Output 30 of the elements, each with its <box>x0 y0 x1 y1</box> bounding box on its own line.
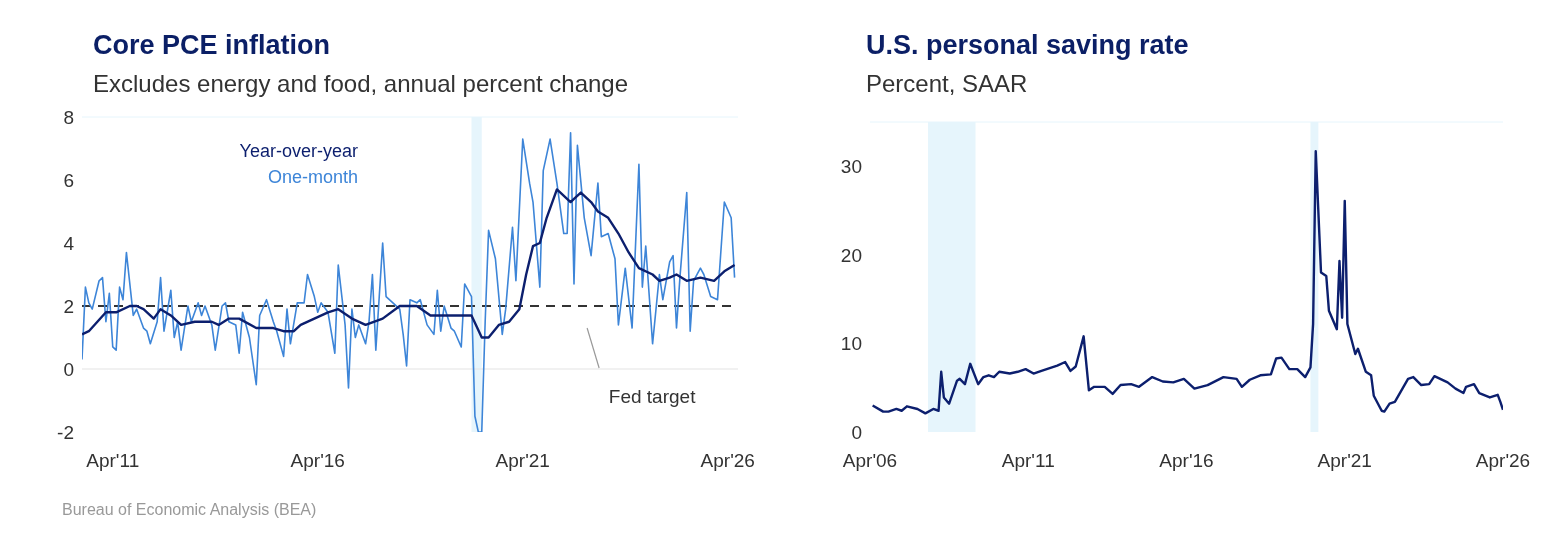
y-tick-label: -2 <box>57 421 74 443</box>
y-tick-label: 10 <box>840 333 862 355</box>
x-tick-label: Apr'21 <box>495 450 550 472</box>
y-tick-label: 0 <box>63 358 74 380</box>
line-series <box>871 150 1503 415</box>
line-series <box>82 188 736 339</box>
chart-title: U.S. personal saving rate <box>866 30 1189 61</box>
y-tick-label: 2 <box>63 295 74 317</box>
line-series <box>82 131 736 432</box>
x-tick-label: Apr'16 <box>1159 450 1214 472</box>
x-tick-label: Apr'26 <box>1475 450 1531 472</box>
x-tick-label: Apr'16 <box>290 450 345 472</box>
y-tick-label: 20 <box>840 244 862 266</box>
x-tick-label: Apr'11 <box>1001 450 1055 472</box>
y-tick-label: 6 <box>63 169 74 191</box>
y-tick-label: 0 <box>851 421 862 443</box>
x-tick-label: Apr'21 <box>1317 450 1372 472</box>
text: One-month <box>266 166 358 189</box>
chart-subtitle: Excludes energy and food, annual percent change <box>93 70 629 98</box>
chart-title: Core PCE inflation <box>93 30 331 61</box>
chart-subtitle: Percent, SAAR <box>866 70 1028 98</box>
x-tick-label: Apr'06 <box>842 450 898 472</box>
text: Year-over-year <box>238 140 358 163</box>
y-tick-label: 30 <box>840 156 862 178</box>
x-tick-label: Apr'26 <box>700 450 755 472</box>
text: Bureau of Economic Analysis (BEA) <box>62 501 317 519</box>
y-tick-label: 4 <box>63 232 75 254</box>
ref-line-label: Fed target <box>608 386 696 408</box>
x-tick-label: Apr'11 <box>86 450 140 472</box>
y-tick-label: 8 <box>63 106 74 128</box>
